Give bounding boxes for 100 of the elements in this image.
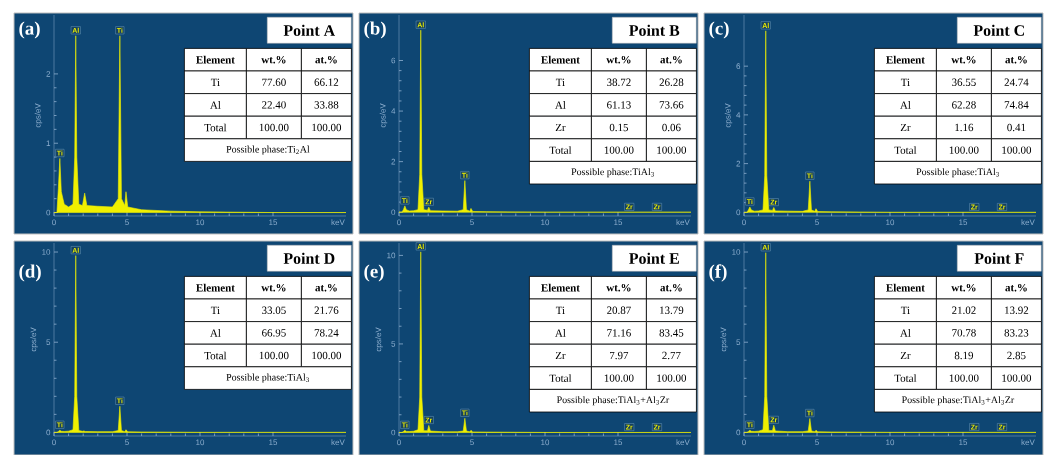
annotation: 83.23 [1004, 329, 1029, 337]
annotation: Zr [900, 123, 911, 132]
annotation: Ti [900, 306, 910, 314]
annotation: Total [894, 146, 917, 154]
annotation: 100.00 [657, 146, 687, 154]
annotation: Element [196, 283, 235, 292]
annotation: 33.05 [262, 306, 286, 315]
annotation: 62.28 [952, 101, 976, 109]
annotation: Total [549, 374, 572, 382]
annotation: 100.00 [949, 374, 979, 382]
annotation: 7.97 [610, 351, 629, 360]
annotation: 100.00 [604, 374, 634, 382]
annotation: 2.85 [1007, 351, 1026, 360]
annotation: 38.72 [607, 78, 631, 87]
annotation: 100.00 [259, 351, 289, 360]
chart-title: Point B [629, 24, 680, 36]
text: (f) [709, 264, 727, 282]
annotation: Al [900, 101, 911, 109]
text: (a) [19, 21, 40, 39]
annotation: 83.45 [659, 329, 684, 337]
annotation: Al [900, 329, 911, 337]
chart-title: Point A [283, 24, 336, 36]
annotation: Possible phase:TiAl$_{3}$+Al$_{3}$Zr [556, 396, 670, 406]
annotation: 21.02 [952, 306, 976, 315]
annotation: 22.40 [262, 101, 286, 109]
annotation: Al [555, 101, 566, 109]
annotation: 100.00 [312, 123, 342, 132]
annotation: 66.12 [314, 78, 339, 86]
text: (e) [364, 264, 384, 282]
annotation: 8.19 [954, 351, 974, 360]
annotation: Al [210, 329, 221, 337]
annotation: 0.41 [1007, 123, 1026, 132]
annotation: Total [894, 374, 917, 382]
chart-title: Point D [283, 252, 335, 264]
annotation: 70.78 [952, 329, 976, 337]
annotation: at.% [315, 283, 337, 292]
annotation: Al [210, 101, 221, 109]
annotation: at.% [1005, 55, 1027, 64]
annotation: wt.% [606, 55, 631, 64]
annotation: 100.00 [1002, 374, 1032, 382]
chart-title: Point C [973, 24, 1024, 36]
annotation: 0.06 [662, 123, 681, 132]
annotation: 13.92 [1005, 306, 1029, 315]
annotation: Zr [555, 123, 566, 132]
annotation: 100.00 [604, 146, 634, 154]
annotation: at.% [660, 55, 682, 64]
annotation: Element [541, 283, 580, 292]
annotation: 100.00 [1002, 146, 1032, 154]
annotation: 24.74 [1004, 78, 1029, 86]
annotation: Element [196, 55, 235, 64]
annotation: wt.% [951, 283, 976, 292]
annotation: at.% [315, 55, 337, 64]
chart-title: Point E [629, 252, 679, 264]
annotation: Possible phase:Ti$_{2}$Al [226, 145, 310, 155]
annotation: 77.60 [262, 78, 286, 87]
annotation: 1.16 [955, 123, 974, 132]
annotation: at.% [660, 283, 682, 292]
annotation: wt.% [606, 283, 631, 292]
annotation: Element [541, 55, 580, 64]
annotation: 33.88 [314, 101, 339, 109]
annotation: wt.% [951, 55, 976, 64]
annotation: 2.77 [662, 351, 681, 360]
chart-title: Point F [974, 252, 1024, 264]
annotation: 100.00 [312, 351, 342, 360]
annotation: at.% [1005, 283, 1027, 292]
annotation: 21.76 [314, 306, 339, 315]
annotation: Ti [555, 306, 565, 314]
text: (d) [19, 264, 41, 282]
text: (c) [709, 21, 729, 39]
annotation: 66.95 [262, 329, 286, 337]
annotation: Element [886, 283, 925, 292]
annotation: Al [555, 329, 566, 337]
text: (b) [364, 21, 386, 39]
annotation: 0.15 [609, 123, 629, 132]
annotation: Possible phase:TiAl$_{3}$ [916, 168, 999, 178]
annotation: Possible phase:TiAl$_{3}$+Al$_{3}$Zr [901, 396, 1015, 406]
annotation: 74.84 [1004, 101, 1029, 109]
annotation: Zr [555, 351, 566, 360]
annotation: Ti [210, 306, 220, 314]
annotation: Possible phase:TiAl$_{3}$ [571, 168, 654, 178]
annotation: Ti [210, 78, 220, 86]
annotation: 26.28 [659, 78, 684, 87]
annotation: 100.00 [657, 374, 687, 382]
annotation: wt.% [261, 283, 286, 292]
annotation: 78.24 [314, 329, 339, 337]
annotation: Ti [555, 78, 565, 86]
annotation: 73.66 [659, 101, 684, 109]
annotation: 20.87 [607, 306, 631, 315]
annotation: 100.00 [259, 123, 289, 132]
annotation: 13.79 [660, 306, 684, 315]
annotation: wt.% [261, 55, 286, 64]
annotation: Ti [900, 78, 910, 86]
annotation: 100.00 [949, 146, 979, 154]
annotation: Total [204, 351, 227, 360]
annotation: Zr [900, 351, 911, 360]
annotation: Possible phase:TiAl$_{3}$ [226, 373, 309, 383]
annotation: Total [204, 123, 227, 132]
annotation: 61.13 [607, 101, 631, 109]
annotation: Element [886, 55, 925, 64]
annotation: 71.16 [607, 329, 631, 337]
